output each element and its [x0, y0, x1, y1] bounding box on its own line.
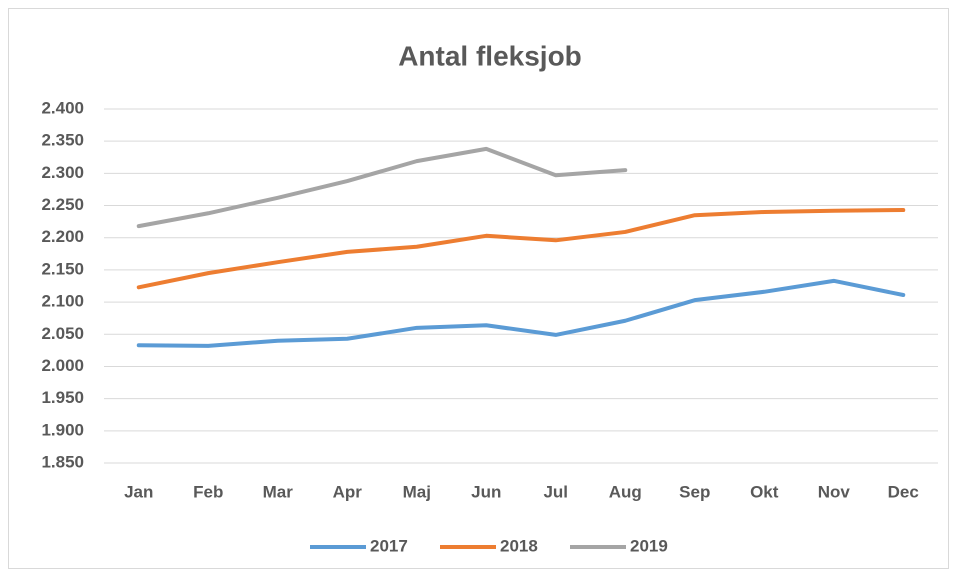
y-tick-label: 2.200 — [41, 227, 84, 246]
y-tick-label: 2.100 — [41, 292, 84, 311]
x-tick-label: Okt — [750, 482, 779, 501]
x-tick-label: Jul — [543, 482, 568, 501]
y-tick-label: 2.050 — [41, 324, 84, 343]
x-tick-label: Feb — [193, 482, 223, 501]
legend-label: 2017 — [370, 536, 408, 555]
y-tick-label: 2.150 — [41, 259, 84, 278]
x-tick-label: Maj — [403, 482, 431, 501]
x-tick-label: Sep — [679, 482, 710, 501]
series-line — [136, 208, 906, 290]
x-tick-label: Jan — [124, 482, 153, 501]
x-tick-label: Mar — [263, 482, 294, 501]
series-line — [136, 278, 906, 348]
series-line — [136, 146, 628, 229]
y-tick-label: 1.950 — [41, 388, 84, 407]
y-tick-label: 2.400 — [41, 98, 84, 117]
x-tick-label: Apr — [333, 482, 363, 501]
chart-title: Antal fleksjob — [398, 40, 582, 71]
x-tick-label: Aug — [609, 482, 642, 501]
y-tick-label: 2.350 — [41, 131, 84, 150]
y-tick-label: 2.000 — [41, 356, 84, 375]
y-tick-label: 1.850 — [41, 452, 84, 471]
y-tick-label: 2.250 — [41, 195, 84, 214]
y-tick-label: 2.300 — [41, 163, 84, 182]
x-tick-label: Dec — [888, 482, 919, 501]
legend-label: 2019 — [630, 536, 668, 555]
x-tick-label: Jun — [471, 482, 501, 501]
legend-label: 2018 — [500, 536, 538, 555]
x-tick-label: Nov — [818, 482, 851, 501]
y-tick-label: 1.900 — [41, 420, 84, 439]
